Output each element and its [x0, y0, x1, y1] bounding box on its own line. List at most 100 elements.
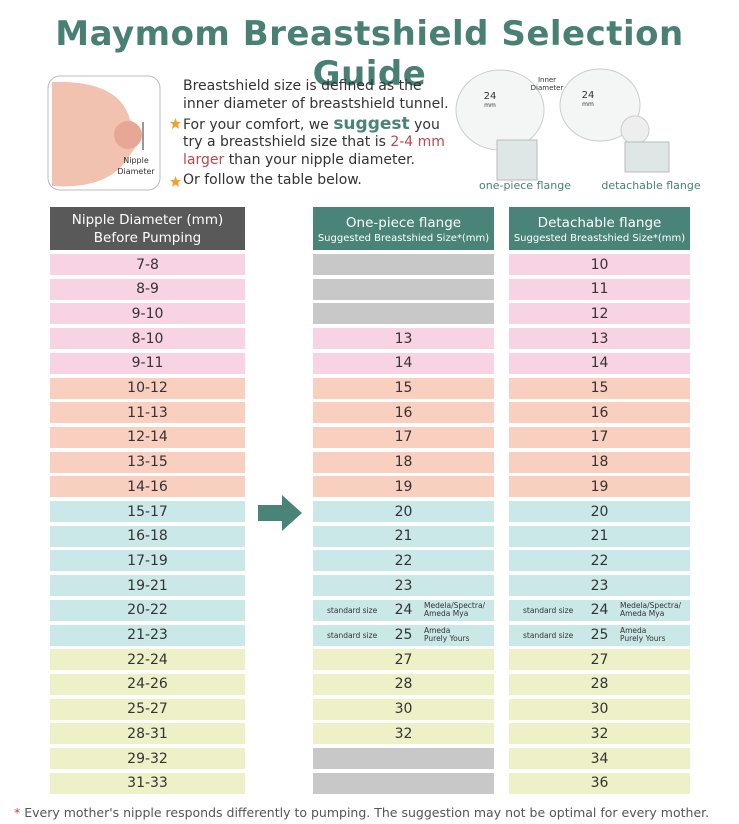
size-cell: 21 — [313, 525, 494, 547]
detachable-ring — [620, 115, 650, 145]
nipple-cell: 14-16 — [50, 476, 245, 498]
size-cell: 12 — [509, 303, 690, 325]
size-cell: 20 — [313, 501, 494, 522]
note-right: Purely Yours — [424, 633, 470, 643]
intro-text: you — [414, 117, 440, 133]
size-cell — [313, 303, 494, 325]
size-cell: 13 — [509, 328, 690, 350]
size-cell: 34 — [509, 748, 690, 769]
header-subtext: Suggested Breastshied Size*(mm) — [317, 232, 490, 244]
nipple-cell: 16-18 — [50, 525, 245, 547]
size-cell — [313, 278, 494, 300]
size-cell: 30 — [313, 698, 494, 720]
size-cell: 24 — [509, 599, 690, 621]
size-cell: 27 — [509, 649, 690, 671]
note-left: standard size — [523, 630, 574, 640]
size-cell — [313, 748, 494, 769]
caption: one-piece flange — [479, 179, 571, 192]
intro-text: than your nipple diameter. — [228, 152, 416, 168]
size-value: 24 — [484, 91, 497, 102]
size-cell: 16 — [313, 402, 494, 424]
illustrations: Nipple Diameter 24 mm 24 mm Inner Diamet… — [47, 68, 701, 192]
nipple-cell: 31-33 — [50, 772, 245, 794]
intro-emphasis: larger — [183, 152, 225, 168]
intro-emphasis: 2-4 mm — [390, 134, 445, 150]
size-cell: 19 — [509, 476, 690, 498]
nipple-shape — [114, 121, 142, 149]
size-cell: 30 — [509, 698, 690, 720]
breast-shape — [52, 81, 140, 187]
nipple-cell: 17-19 — [50, 550, 245, 572]
size-cell: 15 — [509, 377, 690, 399]
nipple-cell: 8-10 — [50, 328, 245, 350]
note-right: Ameda — [620, 625, 647, 635]
nipple-cell: 13-15 — [50, 451, 245, 473]
nipple-cell: 29-32 — [50, 748, 245, 769]
nipple-cell: 12-14 — [50, 426, 245, 448]
nipple-cell: 28-31 — [50, 723, 245, 745]
nipple-cell: 10-12 — [50, 377, 245, 399]
size-value: 24 — [582, 90, 595, 101]
nipple-cell: 21-23 — [50, 624, 245, 646]
nipple-cell: 11-13 — [50, 402, 245, 424]
size-cell: 28 — [313, 673, 494, 695]
size-cell: 21 — [509, 525, 690, 547]
nipple-cell: 19-21 — [50, 575, 245, 597]
inner-label: Diameter — [531, 84, 564, 92]
one-piece-base — [496, 139, 538, 181]
nipple-cell: 15-17 — [50, 501, 245, 522]
note-right: Medela/Spectra/ — [424, 600, 486, 610]
size-cell: 27 — [313, 649, 494, 671]
note-right: Ameda — [424, 625, 451, 635]
nipple-cell: 8-9 — [50, 278, 245, 300]
star-icon — [170, 118, 181, 129]
size-cell: 18 — [313, 451, 494, 473]
header-text: Detachable flange — [537, 214, 662, 231]
nipple-cell: 20-22 — [50, 599, 245, 621]
caption: detachable flange — [601, 179, 700, 192]
nipple-cell: 9-11 — [50, 352, 245, 374]
header-text: Before Pumping — [93, 229, 202, 246]
star-icon — [170, 176, 181, 187]
nipple-cell: 9-10 — [50, 303, 245, 325]
intro-line: Or follow the table below. — [183, 172, 362, 188]
size-cell — [313, 254, 494, 275]
size-unit: mm — [582, 101, 594, 108]
note-right: Medela/Spectra/ — [620, 600, 682, 610]
intro-text: try a breastshield size that is — [183, 134, 386, 150]
footnote: * Every mother's nipple responds differe… — [14, 805, 709, 820]
size-cell: 13 — [313, 328, 494, 350]
header-cell: One-piece flange Suggested Breastshied Si… — [313, 207, 494, 250]
size-cell: 14 — [313, 352, 494, 374]
nipple-cell: 24-26 — [50, 673, 245, 695]
detachable-base — [624, 141, 670, 173]
size-cell: 16 — [509, 402, 690, 424]
size-cell: 10 — [509, 254, 690, 275]
size-cell: 23 — [509, 575, 690, 597]
size-cell: 32 — [313, 723, 494, 745]
note-right: Purely Yours — [620, 633, 666, 643]
size-cell: 18 — [509, 451, 690, 473]
intro-text: For your comfort, we — [183, 117, 329, 133]
header-subtext: Suggested Breastshied Size*(mm) — [513, 232, 686, 244]
nipple-cell: 7-8 — [50, 254, 245, 275]
nipple-cell: 22-24 — [50, 649, 245, 671]
note-left: standard size — [327, 630, 378, 640]
size-cell: 25 — [509, 624, 690, 646]
intro-line: Breastshield size is defined as the — [183, 78, 422, 94]
size-cell: 32 — [509, 723, 690, 745]
size-cell: 24 — [313, 599, 494, 621]
header-text: One-piece flange — [345, 214, 462, 231]
size-cell: 17 — [509, 426, 690, 448]
note-right: Ameda Mya — [424, 608, 469, 618]
one-piece-flange — [455, 69, 545, 151]
header-cell: Nipple Diameter (mm) Before Pumping — [50, 207, 245, 250]
header-text: Nipple Diameter (mm) — [71, 211, 224, 228]
size-cell: 36 — [509, 772, 690, 794]
footnote-text: Every mother's nipple responds different… — [24, 805, 710, 820]
note-right: Ameda Mya — [620, 608, 665, 618]
intro-line: inner diameter of breastshield tunnel. — [183, 96, 449, 112]
size-cell: 11 — [509, 278, 690, 300]
size-cell: 28 — [509, 673, 690, 695]
